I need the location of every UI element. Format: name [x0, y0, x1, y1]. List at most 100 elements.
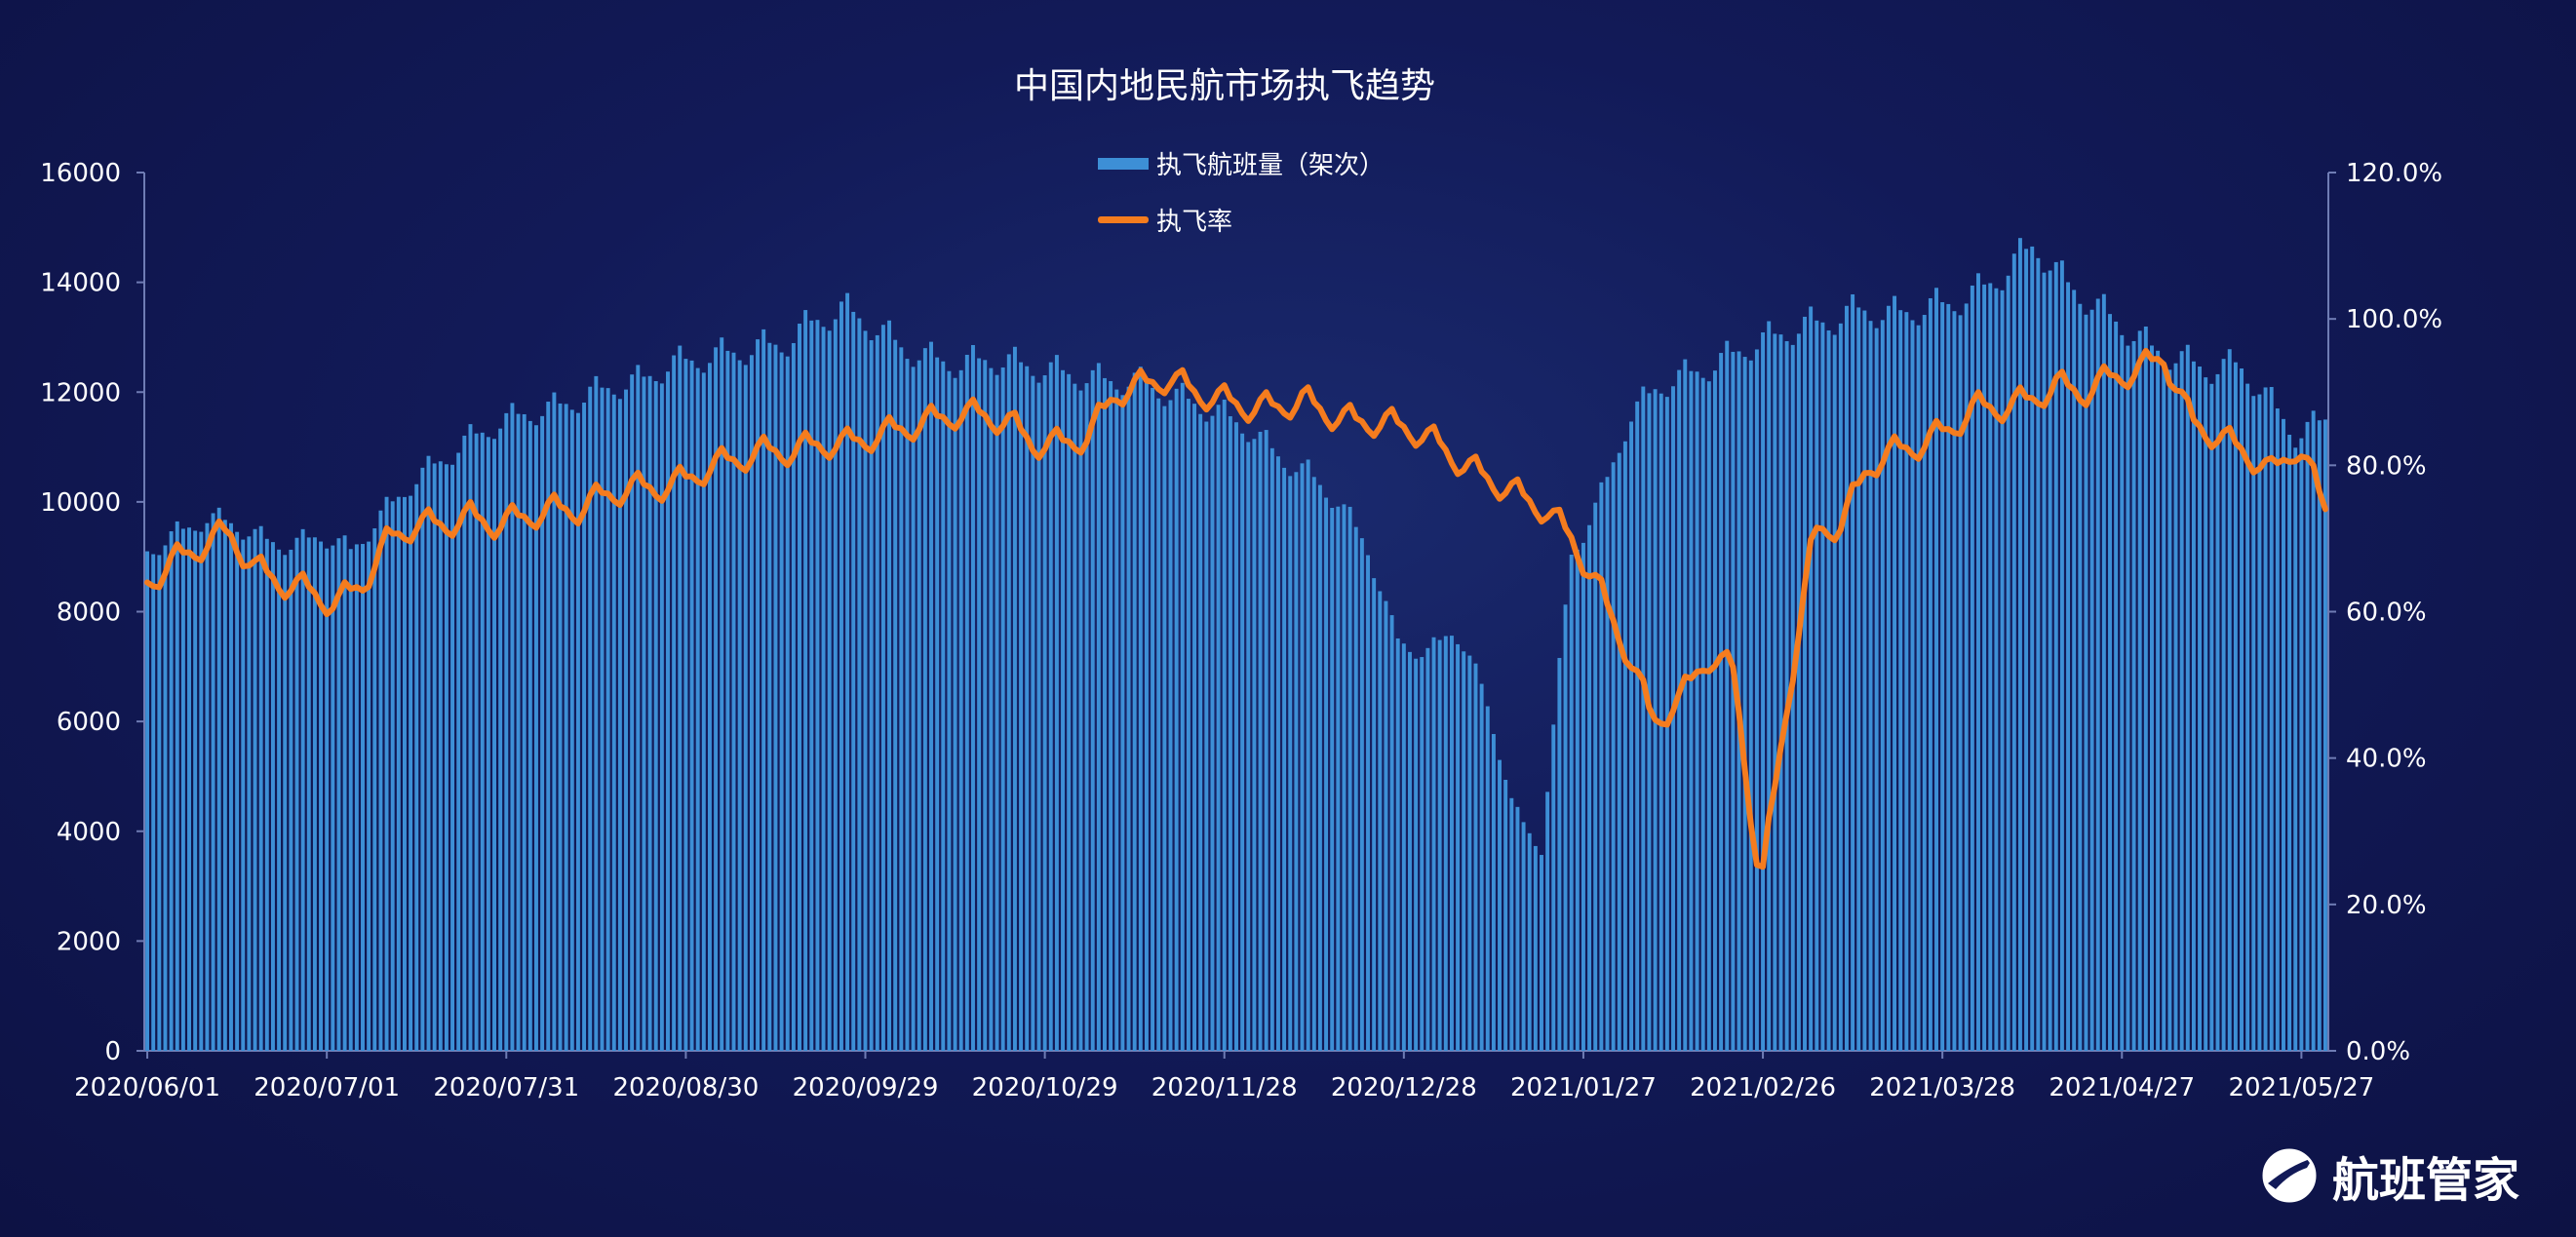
- bar: [2263, 387, 2268, 1051]
- bar: [498, 428, 503, 1051]
- bar: [2059, 260, 2064, 1051]
- bar: [803, 310, 808, 1051]
- bar: [1742, 357, 1747, 1051]
- right-tick-label: 20.0%: [2346, 891, 2427, 920]
- bar: [2198, 367, 2203, 1051]
- bar: [270, 542, 275, 1051]
- bar: [1456, 643, 1461, 1051]
- bar: [540, 415, 545, 1051]
- bar: [1545, 792, 1550, 1051]
- bar: [743, 365, 748, 1051]
- bar: [510, 403, 515, 1051]
- bar: [2143, 326, 2148, 1051]
- bar: [2114, 321, 2119, 1051]
- bar: [1126, 386, 1131, 1052]
- bar: [157, 555, 162, 1051]
- bar: [695, 367, 700, 1052]
- x-tick-label: 2020/08/30: [612, 1073, 759, 1102]
- bar: [1006, 354, 1011, 1051]
- bar: [564, 404, 568, 1051]
- bar: [1617, 452, 1621, 1051]
- bar: [378, 510, 383, 1051]
- bar: [1778, 334, 1783, 1051]
- bar: [1880, 320, 1885, 1051]
- x-tick-label: 2020/12/28: [1331, 1073, 1477, 1102]
- bar: [989, 367, 994, 1051]
- left-tick-label: 0: [104, 1037, 121, 1066]
- bar: [1473, 663, 1478, 1051]
- bar: [409, 495, 413, 1051]
- bar: [1982, 284, 1987, 1051]
- bar: [462, 435, 467, 1051]
- bar: [444, 464, 449, 1051]
- bar: [1509, 797, 1514, 1051]
- bar: [2101, 293, 2106, 1051]
- bar: [504, 412, 509, 1051]
- bar: [821, 327, 826, 1051]
- bar: [1725, 340, 1730, 1051]
- bar: [1563, 604, 1568, 1051]
- bar: [839, 301, 843, 1051]
- bar: [1114, 389, 1119, 1052]
- x-tick-label: 2021/04/27: [2049, 1073, 2195, 1102]
- bar: [1647, 393, 1652, 1051]
- bar: [922, 348, 927, 1051]
- bar: [720, 337, 724, 1052]
- bar: [1180, 382, 1185, 1051]
- bar: [791, 342, 796, 1052]
- bar: [1904, 312, 1909, 1051]
- bar: [1408, 651, 1412, 1051]
- bar: [1073, 383, 1077, 1051]
- left-tick-label: 4000: [57, 818, 121, 847]
- bar: [1036, 382, 1041, 1051]
- bar: [1378, 591, 1383, 1051]
- bar: [1342, 504, 1347, 1051]
- bar: [1683, 359, 1688, 1052]
- bar: [1928, 297, 1932, 1051]
- bar: [815, 320, 820, 1051]
- bar: [414, 483, 419, 1051]
- bar: [1826, 329, 1831, 1052]
- bar: [1012, 346, 1017, 1051]
- bar: [1611, 462, 1616, 1051]
- bar: [205, 522, 210, 1051]
- bar: [1264, 430, 1268, 1051]
- bar: [1832, 334, 1837, 1051]
- bar: [875, 334, 879, 1051]
- bar: [480, 432, 485, 1052]
- bar: [372, 528, 377, 1051]
- bar: [1862, 310, 1867, 1051]
- bar: [1719, 353, 1724, 1051]
- bar: [2108, 314, 2112, 1051]
- bar: [1384, 600, 1388, 1051]
- bar: [1988, 283, 1993, 1051]
- bar: [163, 545, 168, 1051]
- bar: [917, 360, 921, 1051]
- bar: [1622, 441, 1627, 1051]
- x-axis-ticks: 2020/06/01 2020/07/01 2020/07/31 2020/08/30…: [74, 1051, 2374, 1102]
- bar: [666, 371, 670, 1051]
- bar: [390, 501, 395, 1051]
- bar: [1276, 456, 1280, 1051]
- bar: [833, 319, 838, 1051]
- bar: [647, 375, 652, 1051]
- bar: [229, 522, 233, 1051]
- bar: [1282, 467, 1287, 1051]
- bar: [1815, 320, 1819, 1052]
- bar: [1395, 638, 1400, 1051]
- bar: [336, 538, 341, 1051]
- x-tick-label: 2021/01/27: [1510, 1073, 1657, 1102]
- bar: [1713, 370, 1717, 1051]
- bar: [1940, 302, 1945, 1051]
- bar: [180, 528, 185, 1051]
- right-tick-label: 40.0%: [2346, 745, 2427, 774]
- bar: [1425, 647, 1430, 1051]
- bar: [1132, 372, 1137, 1051]
- bar: [1294, 472, 1299, 1051]
- bar-series: [145, 238, 2327, 1052]
- bar: [222, 520, 227, 1051]
- bar: [2221, 359, 2226, 1051]
- bar: [1300, 463, 1305, 1052]
- bar: [151, 554, 156, 1051]
- bar: [277, 549, 282, 1051]
